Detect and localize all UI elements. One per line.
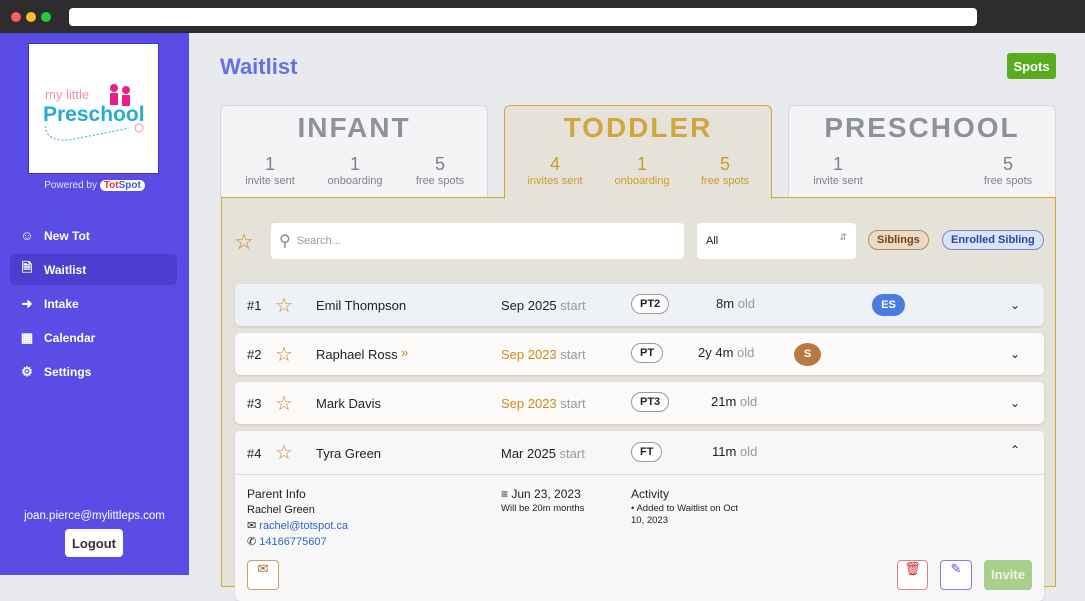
chevron-down-icon[interactable]: ⌄	[1010, 396, 1021, 410]
program-badge: FT	[631, 442, 663, 462]
email-icon: ✉	[247, 520, 257, 532]
sidebar: my little Preschool Powered by TotSpot ☺ N…	[0, 33, 189, 575]
edit-button[interactable]: ✎	[940, 560, 972, 590]
status-select[interactable]: All ⇵	[697, 223, 856, 259]
search-input[interactable]: ⚲ Search...	[271, 223, 684, 259]
table-row[interactable]: #2 ☆ Raphael Ross » Sep 2023 start PT 2y…	[235, 333, 1044, 375]
star-icon[interactable]: ☆	[275, 442, 293, 464]
sidebar-item-waitlist[interactable]: 🗎 Waitlist	[10, 254, 177, 285]
double-chevron-right-icon: »	[401, 345, 409, 360]
svg-text:Preschool: Preschool	[43, 103, 145, 126]
siblings-filter[interactable]: Siblings	[868, 230, 929, 250]
chevron-down-icon[interactable]: ⌄	[1010, 347, 1021, 361]
star-icon[interactable]: ☆	[275, 393, 293, 415]
phone-icon: ✆	[247, 536, 257, 548]
parent-email-link[interactable]: rachel@totspot.ca	[259, 520, 349, 532]
table-row-expanded[interactable]: #4 ☆ Tyra Green Mar 2025 start FT 11m ol…	[235, 431, 1044, 601]
calendar-icon: ▦	[20, 329, 34, 345]
tab-infant[interactable]: INFANT 1 invite sent 1 onboarding 5 free sp…	[220, 105, 488, 198]
totspot-logo: TotSpot	[99, 180, 145, 191]
page-title: Waitlist	[220, 54, 298, 79]
parent-phone-link[interactable]: 14166775607	[259, 536, 327, 548]
table-row[interactable]: #1 ☆ Emil Thompson Sep 2025 start PT2 8m…	[235, 284, 1044, 326]
tab-toddler[interactable]: TODDLER 4 invites sent 1 onboarding 5 free …	[504, 105, 772, 199]
preschool-logo: my little Preschool	[28, 43, 159, 174]
chevron-down-icon[interactable]: ⌄	[1010, 298, 1021, 312]
enrolled-sibling-badge: ES	[872, 294, 905, 316]
maximize-window-icon[interactable]	[41, 12, 51, 22]
search-icon: ⚲	[279, 233, 291, 250]
logout-button[interactable]: Logout	[65, 529, 123, 557]
star-icon[interactable]: ☆	[275, 344, 293, 366]
tab-preschool[interactable]: PRESCHOOL 1 invite sent 5 free spots	[788, 105, 1056, 198]
divider	[235, 474, 1044, 475]
table-row[interactable]: #3 ☆ Mark Davis Sep 2023 start PT3 21m o…	[235, 382, 1044, 424]
favorites-filter-star-icon[interactable]: ☆	[234, 229, 254, 254]
document-icon: 🗎	[21, 259, 33, 275]
delete-button[interactable]: 🗑	[897, 560, 928, 590]
close-window-icon[interactable]	[11, 12, 21, 22]
minimize-window-icon[interactable]	[26, 12, 36, 22]
user-plus-icon: ☺	[20, 228, 34, 243]
address-bar[interactable]	[69, 8, 977, 26]
birthday-cake-icon: ≡	[501, 487, 509, 501]
sidebar-item-new-tot[interactable]: ☺ New Tot	[10, 220, 177, 251]
gear-icon: ⚙	[21, 363, 33, 379]
enrolled-sibling-filter[interactable]: Enrolled Sibling	[942, 230, 1044, 250]
browser-chrome	[0, 0, 1085, 33]
sidebar-item-intake[interactable]: ➜ Intake	[10, 288, 177, 319]
sidebar-item-calendar[interactable]: ▦ Calendar	[10, 322, 177, 353]
program-badge: PT2	[631, 294, 670, 314]
user-email: joan.pierce@mylittleps.com	[24, 510, 165, 522]
program-badge: PT3	[631, 392, 670, 412]
sibling-badge: S	[794, 343, 821, 366]
invite-button[interactable]: Invite	[984, 560, 1032, 590]
program-badge: PT	[631, 343, 664, 363]
message-button[interactable]: ✉	[247, 560, 279, 590]
sidebar-item-settings[interactable]: ⚙ Settings	[10, 356, 177, 387]
spots-button[interactable]: Spots	[1007, 53, 1056, 79]
waitlist-panel: ☆ ⚲ Search... All ⇵ Siblings Enrolled Sib…	[221, 197, 1056, 601]
select-arrows-icon: ⇵	[839, 232, 847, 242]
svg-text:my little: my little	[45, 87, 89, 102]
powered-by: Powered by TotSpot	[0, 180, 189, 191]
sign-in-icon: ➜	[21, 295, 33, 311]
star-icon[interactable]: ☆	[275, 295, 293, 317]
chevron-up-icon[interactable]: ⌃	[1010, 443, 1021, 457]
